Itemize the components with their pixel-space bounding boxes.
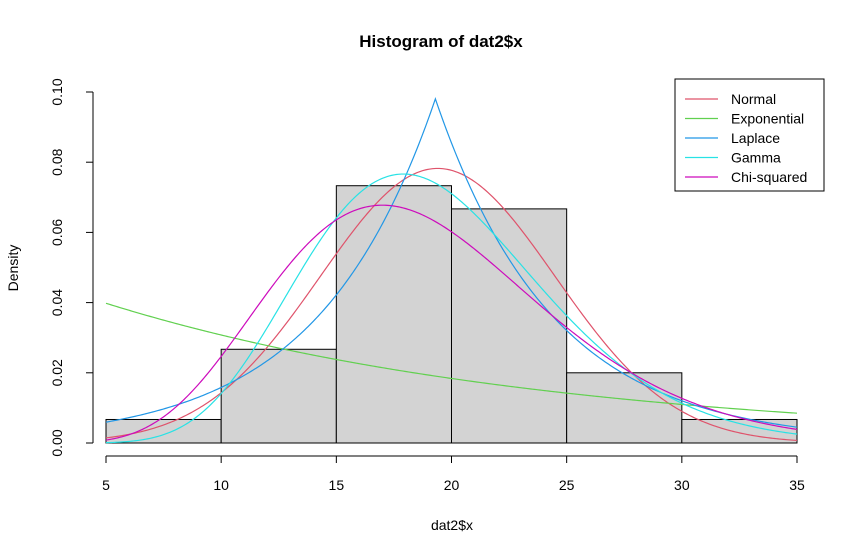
x-tick-label: 30 (674, 477, 690, 493)
x-tick-label: 10 (213, 477, 229, 493)
curve-chi-squared (105, 204, 798, 441)
x-tick-label: 35 (789, 477, 805, 493)
legend-box (674, 78, 825, 192)
histogram-bar-1 (105, 418, 222, 444)
legend-label: Normal (731, 91, 776, 107)
x-axis: 5 10 15 20 25 30 35 (102, 455, 805, 493)
curve-gamma (105, 173, 798, 444)
histogram-bar-6 (681, 418, 798, 444)
histogram-bar-5 (566, 372, 683, 444)
density-curves (105, 97, 798, 444)
legend-label: Gamma (731, 150, 781, 166)
histogram-bar-3 (335, 185, 453, 444)
y-axis: 0.00 0.02 0.04 0.06 0.08 0.10 (49, 78, 94, 457)
x-axis-label: dat2$x (431, 517, 473, 533)
y-tick-label: 0.02 (49, 359, 65, 386)
y-tick-label: 0.00 (49, 429, 65, 456)
x-tick-label: 25 (559, 477, 575, 493)
curve-laplace (105, 97, 798, 428)
histogram-bar-4 (451, 208, 568, 444)
legend-label: Laplace (731, 130, 780, 146)
y-axis-label: Density (5, 245, 21, 292)
legend-label: Exponential (731, 111, 804, 127)
y-tick-label: 0.04 (49, 289, 65, 316)
legend: Normal Exponential Laplace Gamma Chi-squared (674, 78, 825, 192)
chart-title: Histogram of dat2$x (359, 32, 523, 51)
curve-exponential (105, 302, 798, 414)
x-tick-label: 20 (444, 477, 460, 493)
y-tick-label: 0.08 (49, 148, 65, 175)
y-tick-label: 0.10 (49, 78, 65, 105)
histogram-bars (105, 185, 798, 444)
histogram-bar-2 (220, 348, 337, 444)
x-tick-label: 5 (102, 477, 110, 493)
x-tick-label: 15 (329, 477, 345, 493)
y-tick-label: 0.06 (49, 219, 65, 246)
legend-label: Chi-squared (731, 169, 807, 185)
